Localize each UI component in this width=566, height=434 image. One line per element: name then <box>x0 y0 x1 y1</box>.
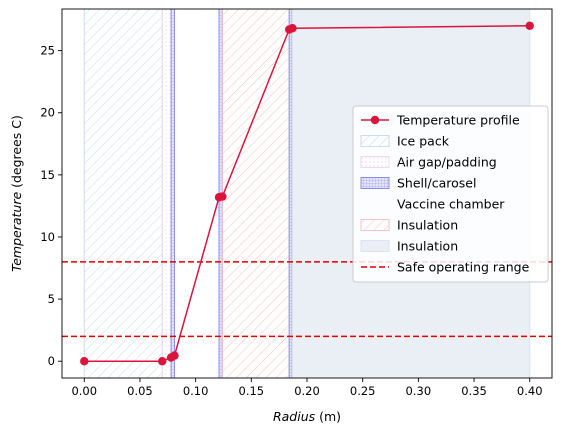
y-tick-label: 5 <box>48 292 55 306</box>
legend: Temperature profile Ice pack Air gap/paddi… <box>352 105 549 283</box>
data-point-5 <box>218 192 227 201</box>
data-point-0 <box>80 357 89 366</box>
legend-temperature-profile-0-label: Temperature profile <box>396 113 520 128</box>
legend-ice-pack-1-swatch <box>360 135 390 147</box>
legend-air-gap-padding-2-label: Air gap/padding <box>397 155 497 170</box>
y-tick-label: 0 <box>48 354 55 368</box>
x-tick-label: 0.15 <box>239 384 265 398</box>
legend-insulation-5-label: Insulation <box>397 218 458 233</box>
y-tick-label: 20 <box>40 106 55 120</box>
legend-vaccine-chamber-4-label: Vaccine chamber <box>397 197 505 212</box>
legend-insulation-5-swatch <box>360 219 390 231</box>
y-axis-ticks: 0 5 10 15 20 25 <box>40 44 62 368</box>
y-tick-label: 15 <box>40 168 55 182</box>
data-point-1 <box>158 357 167 366</box>
region-shell-carosel-2 <box>171 9 175 378</box>
y-axis-label-name: Temperature <box>9 192 24 272</box>
x-tick-label: 0.10 <box>183 384 209 398</box>
legend-shell-carosel-3-label: Shell/carosel <box>397 176 476 191</box>
x-tick-label: 0.20 <box>294 384 320 398</box>
region-ice-pack-0 <box>84 9 163 378</box>
x-tick-label: 0.00 <box>71 384 97 398</box>
y-tick-label: 10 <box>40 230 55 244</box>
data-point-8 <box>525 21 534 30</box>
x-tick-label: 0.05 <box>127 384 153 398</box>
region-air-gap-padding-1 <box>162 9 172 378</box>
x-tick-label: 0.25 <box>350 384 376 398</box>
x-axis-label: Radius (m) <box>273 409 341 424</box>
x-tick-label: 0.40 <box>517 384 543 398</box>
x-axis-ticks: 0.00 0.05 0.10 0.15 0.20 0.25 0.30 0.35 0.40 <box>71 378 543 398</box>
legend-ice-pack-1-label: Ice pack <box>397 134 450 149</box>
y-axis-label-unit: (degrees C) <box>9 115 24 192</box>
legend-air-gap-padding-2-swatch <box>360 156 390 168</box>
legend-insulation-6-swatch <box>360 240 390 252</box>
series-layer <box>80 21 534 366</box>
x-axis-label-name: Radius <box>273 409 316 424</box>
y-tick-label: 25 <box>40 44 55 58</box>
y-axis-label: Temperature (degrees C) <box>9 115 24 272</box>
x-tick-label: 0.30 <box>406 384 432 398</box>
legend-insulation-6-label: Insulation <box>397 239 458 254</box>
data-point-3 <box>170 351 179 360</box>
legend-safe-operating-range-7-label: Safe operating range <box>397 260 530 275</box>
legend-shell-carosel-3-swatch <box>360 177 390 189</box>
legend-temperature-profile-0-marker <box>370 115 380 125</box>
x-axis-label-unit: (m) <box>315 409 341 424</box>
legend-box <box>352 105 549 283</box>
region-insulation-5 <box>222 9 290 378</box>
data-point-7 <box>288 24 297 33</box>
x-tick-label: 0.35 <box>461 384 487 398</box>
region-unnamed-6 <box>289 9 293 378</box>
